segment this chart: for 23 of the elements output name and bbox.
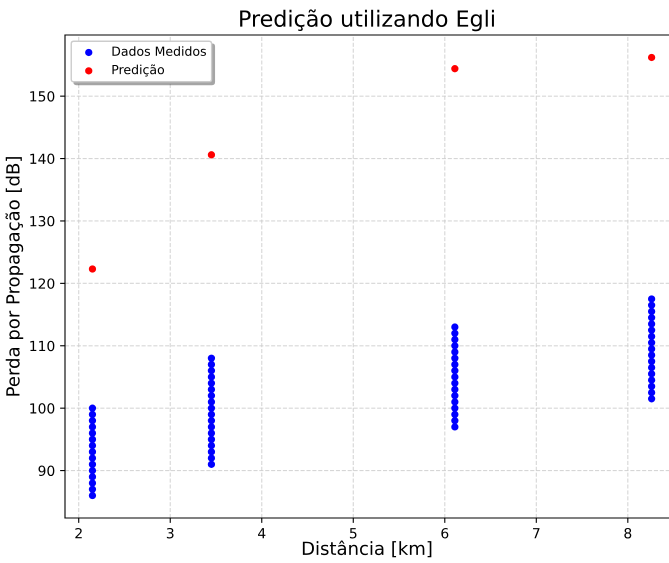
point: [648, 54, 656, 62]
y-tick-label: 140: [30, 154, 54, 164]
x-tick-label: 3: [166, 528, 174, 538]
x-tick-label: 7: [533, 528, 540, 538]
x-tick-label: 4: [258, 528, 266, 538]
chart-title: Predição utilizando Egli: [240, 9, 494, 32]
x-tick-label: 8: [624, 528, 632, 538]
point: [451, 65, 458, 72]
y-axis-title: Perda por Propagação [dB]: [5, 157, 24, 396]
x-tick-label: 2: [75, 528, 82, 538]
y-tick-label: 130: [30, 216, 54, 226]
point: [88, 265, 96, 273]
y-tick-label: 100: [30, 403, 54, 414]
point: [208, 151, 216, 158]
legend-label: Predição: [112, 64, 164, 77]
x-axis-title: Distância [km]: [302, 540, 432, 558]
x-tick-label: 6: [441, 528, 448, 538]
y-tick-label: 110: [30, 340, 54, 352]
y-tick-label: 150: [30, 91, 54, 102]
y-tick-label: 90: [38, 466, 54, 476]
y-tick-label: 120: [30, 278, 54, 289]
x-tick-label: 5: [350, 528, 356, 538]
legend-label: Dados Medidos: [112, 46, 206, 56]
